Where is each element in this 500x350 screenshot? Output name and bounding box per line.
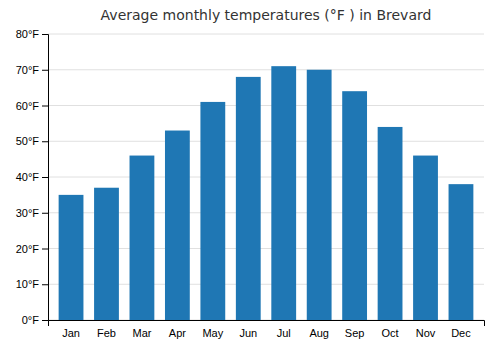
y-tick-label: 70°F xyxy=(16,64,40,76)
y-tick: 50°F xyxy=(16,135,48,147)
y-tick-label: 50°F xyxy=(16,135,40,147)
grid-line xyxy=(48,34,484,35)
bar xyxy=(271,66,296,320)
bar xyxy=(165,131,190,320)
chart: Jan Feb Mar Apr May Jun Jul Aug Sep Oct Nov Dec 0°F 1… xyxy=(0,0,500,350)
x-tick-label: Jan xyxy=(62,327,80,339)
y-tick-mark xyxy=(42,177,48,178)
grid xyxy=(48,34,484,320)
x-tick-label: Jun xyxy=(239,327,257,339)
y-tick-mark xyxy=(42,106,48,107)
x-tick-label: Oct xyxy=(382,327,399,339)
bar xyxy=(413,156,438,320)
x-tick-label: Nov xyxy=(416,327,436,339)
title: Average monthly temperatures (°F ) in Br… xyxy=(101,7,432,23)
y-tick-mark xyxy=(42,141,48,142)
x-tick-label: May xyxy=(202,327,223,339)
bar xyxy=(449,184,474,320)
y-tick: 80°F xyxy=(16,28,48,40)
bars xyxy=(59,66,474,320)
y-tick: 30°F xyxy=(16,207,48,219)
x-tick: Jun xyxy=(239,327,257,339)
y-tick-label: 20°F xyxy=(16,243,40,255)
y-tick-mark xyxy=(42,34,48,35)
y-tick-label: 60°F xyxy=(16,100,40,112)
plot: Jan Feb Mar Apr May Jun Jul Aug Sep Oct Nov Dec 0°F 1… xyxy=(16,28,485,339)
grid-line xyxy=(48,105,484,106)
y-tick-label: 40°F xyxy=(16,171,40,183)
grid-line xyxy=(48,69,484,70)
x-axis: Jan Feb Mar Apr May Jun Jul Aug Sep Oct Nov Dec xyxy=(49,321,485,339)
y-tick: 10°F xyxy=(16,278,48,290)
y-axis-line xyxy=(42,35,49,321)
x-axis-line xyxy=(49,321,485,327)
x-tick: Nov xyxy=(416,327,436,339)
bar xyxy=(342,91,367,320)
y-tick-label: 0°F xyxy=(22,314,40,326)
y-tick-mark xyxy=(42,320,48,321)
grid-line xyxy=(48,141,484,142)
x-tick-label: Jul xyxy=(277,327,291,339)
bar xyxy=(59,195,84,320)
y-axis: 0°F 10°F 20°F 30°F 40°F 50°F 60°F 70°F 80°F xyxy=(16,28,49,326)
x-tick-label: Aug xyxy=(309,327,329,339)
x-tick-label: Feb xyxy=(97,327,116,339)
x-tick: Dec xyxy=(451,327,471,339)
x-tick: Oct xyxy=(382,327,399,339)
x-tick: Feb xyxy=(97,327,116,339)
y-tick: 0°F xyxy=(22,314,48,326)
y-tick-label: 80°F xyxy=(16,28,40,40)
x-tick: Mar xyxy=(132,327,151,339)
bar xyxy=(94,188,119,320)
y-tick: 40°F xyxy=(16,171,48,183)
x-tick-label: Apr xyxy=(169,327,186,339)
x-tick: May xyxy=(202,327,223,339)
bar xyxy=(236,77,261,320)
y-tick-mark xyxy=(42,284,48,285)
bar xyxy=(378,127,403,320)
y-tick: 20°F xyxy=(16,243,48,255)
x-tick: Apr xyxy=(169,327,186,339)
y-tick-label: 10°F xyxy=(16,278,40,290)
y-tick-label: 30°F xyxy=(16,207,40,219)
y-tick: 60°F xyxy=(16,100,48,112)
x-tick-label: Dec xyxy=(451,327,471,339)
x-tick: Jan xyxy=(62,327,80,339)
y-tick-mark xyxy=(42,249,48,250)
y-tick-mark xyxy=(42,213,48,214)
x-tick-label: Mar xyxy=(132,327,151,339)
bar xyxy=(307,70,332,320)
x-tick-label: Sep xyxy=(345,327,365,339)
bar xyxy=(130,156,155,320)
y-tick: 70°F xyxy=(16,64,48,76)
y-tick-mark xyxy=(42,70,48,71)
x-tick: Aug xyxy=(309,327,329,339)
x-tick: Jul xyxy=(277,327,291,339)
bar xyxy=(200,102,225,320)
x-tick: Sep xyxy=(345,327,365,339)
